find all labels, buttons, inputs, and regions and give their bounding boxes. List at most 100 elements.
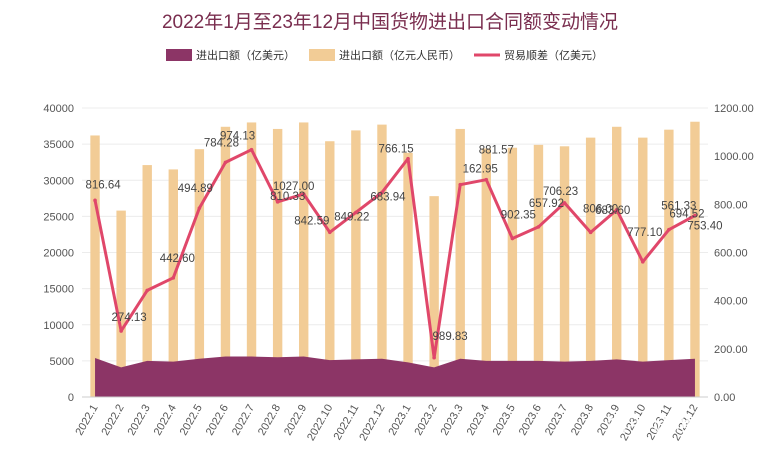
- bar-2023.5: [507, 147, 518, 397]
- data-label: 849.22: [334, 211, 369, 223]
- y-left-tick: 15000: [43, 284, 74, 296]
- x-tick-label: 2022.1: [73, 403, 100, 438]
- bar-series: [90, 121, 700, 398]
- y-left-tick: 40000: [43, 103, 74, 115]
- data-label: 974.13: [220, 131, 255, 143]
- x-tick-label: 2023.4: [465, 402, 492, 437]
- x-tick-label: 2023.2: [413, 403, 440, 438]
- y-left-tick: 20000: [43, 248, 74, 260]
- y-right-tick: 1000.00: [714, 151, 754, 163]
- bar-2022.4: [168, 169, 178, 397]
- data-label: 683.94: [370, 191, 406, 203]
- bar-2022.1: [90, 135, 100, 397]
- data-label: 494.89: [178, 183, 213, 195]
- data-label: 274.13: [112, 312, 147, 324]
- bar-2023.12: [690, 121, 700, 397]
- line-point-2022.7: [249, 147, 254, 152]
- data-label: 881.57: [479, 145, 514, 157]
- y-right-tick: 400.00: [714, 296, 748, 308]
- bar-2022.3: [142, 165, 152, 397]
- bar-2023.11: [664, 129, 674, 398]
- bar-2023.6: [533, 144, 544, 397]
- x-tick-label: 2023.8: [569, 403, 596, 438]
- x-tick-label: 2023.6: [517, 403, 544, 438]
- data-label: 1027.00: [273, 181, 315, 193]
- bar-2022.10: [325, 141, 335, 397]
- y-left-tick: 35000: [43, 139, 74, 151]
- data-label: 902.35: [501, 210, 536, 222]
- line-point-2023.1: [406, 156, 410, 161]
- y-left-tick: 30000: [43, 175, 74, 187]
- data-label: 816.64: [85, 179, 121, 191]
- data-label: 784.28: [204, 137, 239, 149]
- line-point-2022.3: [145, 288, 150, 293]
- x-tick-label: 2022.8: [256, 403, 283, 438]
- data-label: 806.00: [583, 203, 618, 215]
- line-point-2022.9: [301, 192, 306, 196]
- x-tick-label: 2022.6: [204, 403, 231, 438]
- bar-2023.2: [429, 196, 439, 397]
- y-right-tick: 200.00: [714, 344, 748, 356]
- line-point-2023.7: [562, 201, 567, 205]
- data-label: 753.40: [687, 221, 722, 233]
- line-point-2023.2: [432, 355, 436, 360]
- y-left-tick: 25000: [43, 211, 74, 223]
- x-tick-label: 2023.7: [543, 403, 570, 438]
- data-label: 162.95: [463, 164, 498, 176]
- x-tick-label: 2022.5: [178, 403, 205, 438]
- bar-2023.9: [612, 126, 622, 397]
- x-tick-label: 2022.9: [282, 403, 309, 438]
- bar-2022.9: [299, 122, 309, 397]
- x-tick-label: 2022.7: [230, 403, 257, 438]
- bar-2022.12: [377, 124, 387, 398]
- legend-swatch-area: [166, 49, 192, 61]
- y-left-tick: 5000: [50, 356, 74, 368]
- bar-2022.8: [272, 128, 283, 397]
- y-right-tick: 0.00: [714, 392, 735, 404]
- data-label: 561.33: [661, 201, 696, 213]
- x-tick-label: 2022.2: [100, 403, 127, 438]
- bar-2023.1: [403, 152, 413, 397]
- y-left-tick: 10000: [43, 320, 74, 332]
- data-label: 777.10: [627, 227, 662, 239]
- line-point-2022.10: [327, 230, 332, 235]
- line-point-2023.9: [614, 208, 619, 212]
- chart-title: 2022年1月至23年12月中国货物进出口合同额变动情况: [162, 11, 618, 33]
- data-label: 989.83: [433, 331, 468, 343]
- data-label: 694.52: [669, 209, 704, 221]
- legend-swatch-bar: [309, 49, 335, 61]
- bar-2022.2: [116, 210, 126, 397]
- x-tick-label: 2023.5: [491, 403, 518, 438]
- legend-label: 进出口额（亿元人民币）: [339, 48, 460, 62]
- y-left-tick: 0: [68, 392, 74, 404]
- x-tick-label: 2022.12: [357, 403, 387, 443]
- bar-2022.5: [194, 149, 205, 397]
- data-label: 810.33: [270, 191, 305, 203]
- data-label: 442.60: [160, 253, 195, 265]
- line-point-2022.5: [197, 206, 202, 210]
- x-tick-label: 2022.4: [152, 403, 179, 438]
- line-point-2023.12: [693, 213, 697, 218]
- data-label: 706.23: [543, 186, 578, 198]
- x-tick-label: 2022.3: [126, 403, 153, 438]
- legend-label: 贸易顺差（亿美元）: [504, 48, 603, 62]
- line-point-2022.4: [171, 276, 176, 280]
- data-label: 683.60: [595, 205, 630, 217]
- legend: 进出口额（亿美元） 进出口额（亿元人民币） 贸易顺差（亿美元）: [166, 48, 603, 62]
- line-point-2023.4: [484, 177, 489, 182]
- bar-2023.4: [481, 148, 491, 397]
- bar-2023.7: [559, 146, 570, 397]
- line-point-2023.5: [510, 236, 515, 241]
- line-point-2022.2: [119, 329, 123, 333]
- y-right-tick: 800.00: [714, 199, 748, 211]
- line-series: [93, 147, 697, 360]
- area-series: [95, 356, 695, 397]
- line-point-2022.1: [93, 198, 97, 203]
- line-point-2023.11: [667, 227, 671, 232]
- line-point-2022.12: [380, 190, 384, 195]
- y-axis-right: 0.00 200.00 400.00 600.00 800.00 1000.00 1200.…: [714, 103, 754, 404]
- y-right-tick: 600.00: [714, 248, 748, 260]
- line-point-2022.11: [354, 210, 358, 215]
- line-point-2023.3: [458, 182, 463, 187]
- bar-2022.7: [246, 122, 257, 397]
